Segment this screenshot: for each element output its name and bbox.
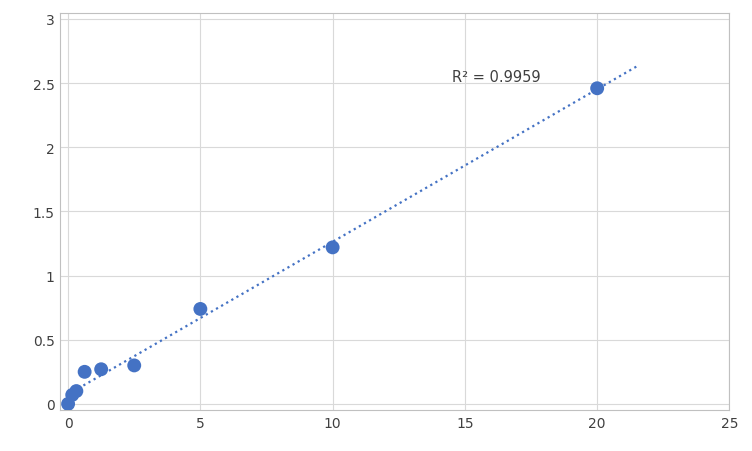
- Point: [79, 368, 91, 376]
- Point: [591, 85, 603, 92]
- Text: R² = 0.9959: R² = 0.9959: [452, 69, 540, 84]
- Point: [194, 306, 206, 313]
- Point: [128, 362, 140, 369]
- Point: [71, 387, 83, 395]
- Point: [326, 244, 338, 251]
- Point: [66, 391, 78, 399]
- Point: [96, 366, 108, 373]
- Point: [62, 400, 74, 408]
